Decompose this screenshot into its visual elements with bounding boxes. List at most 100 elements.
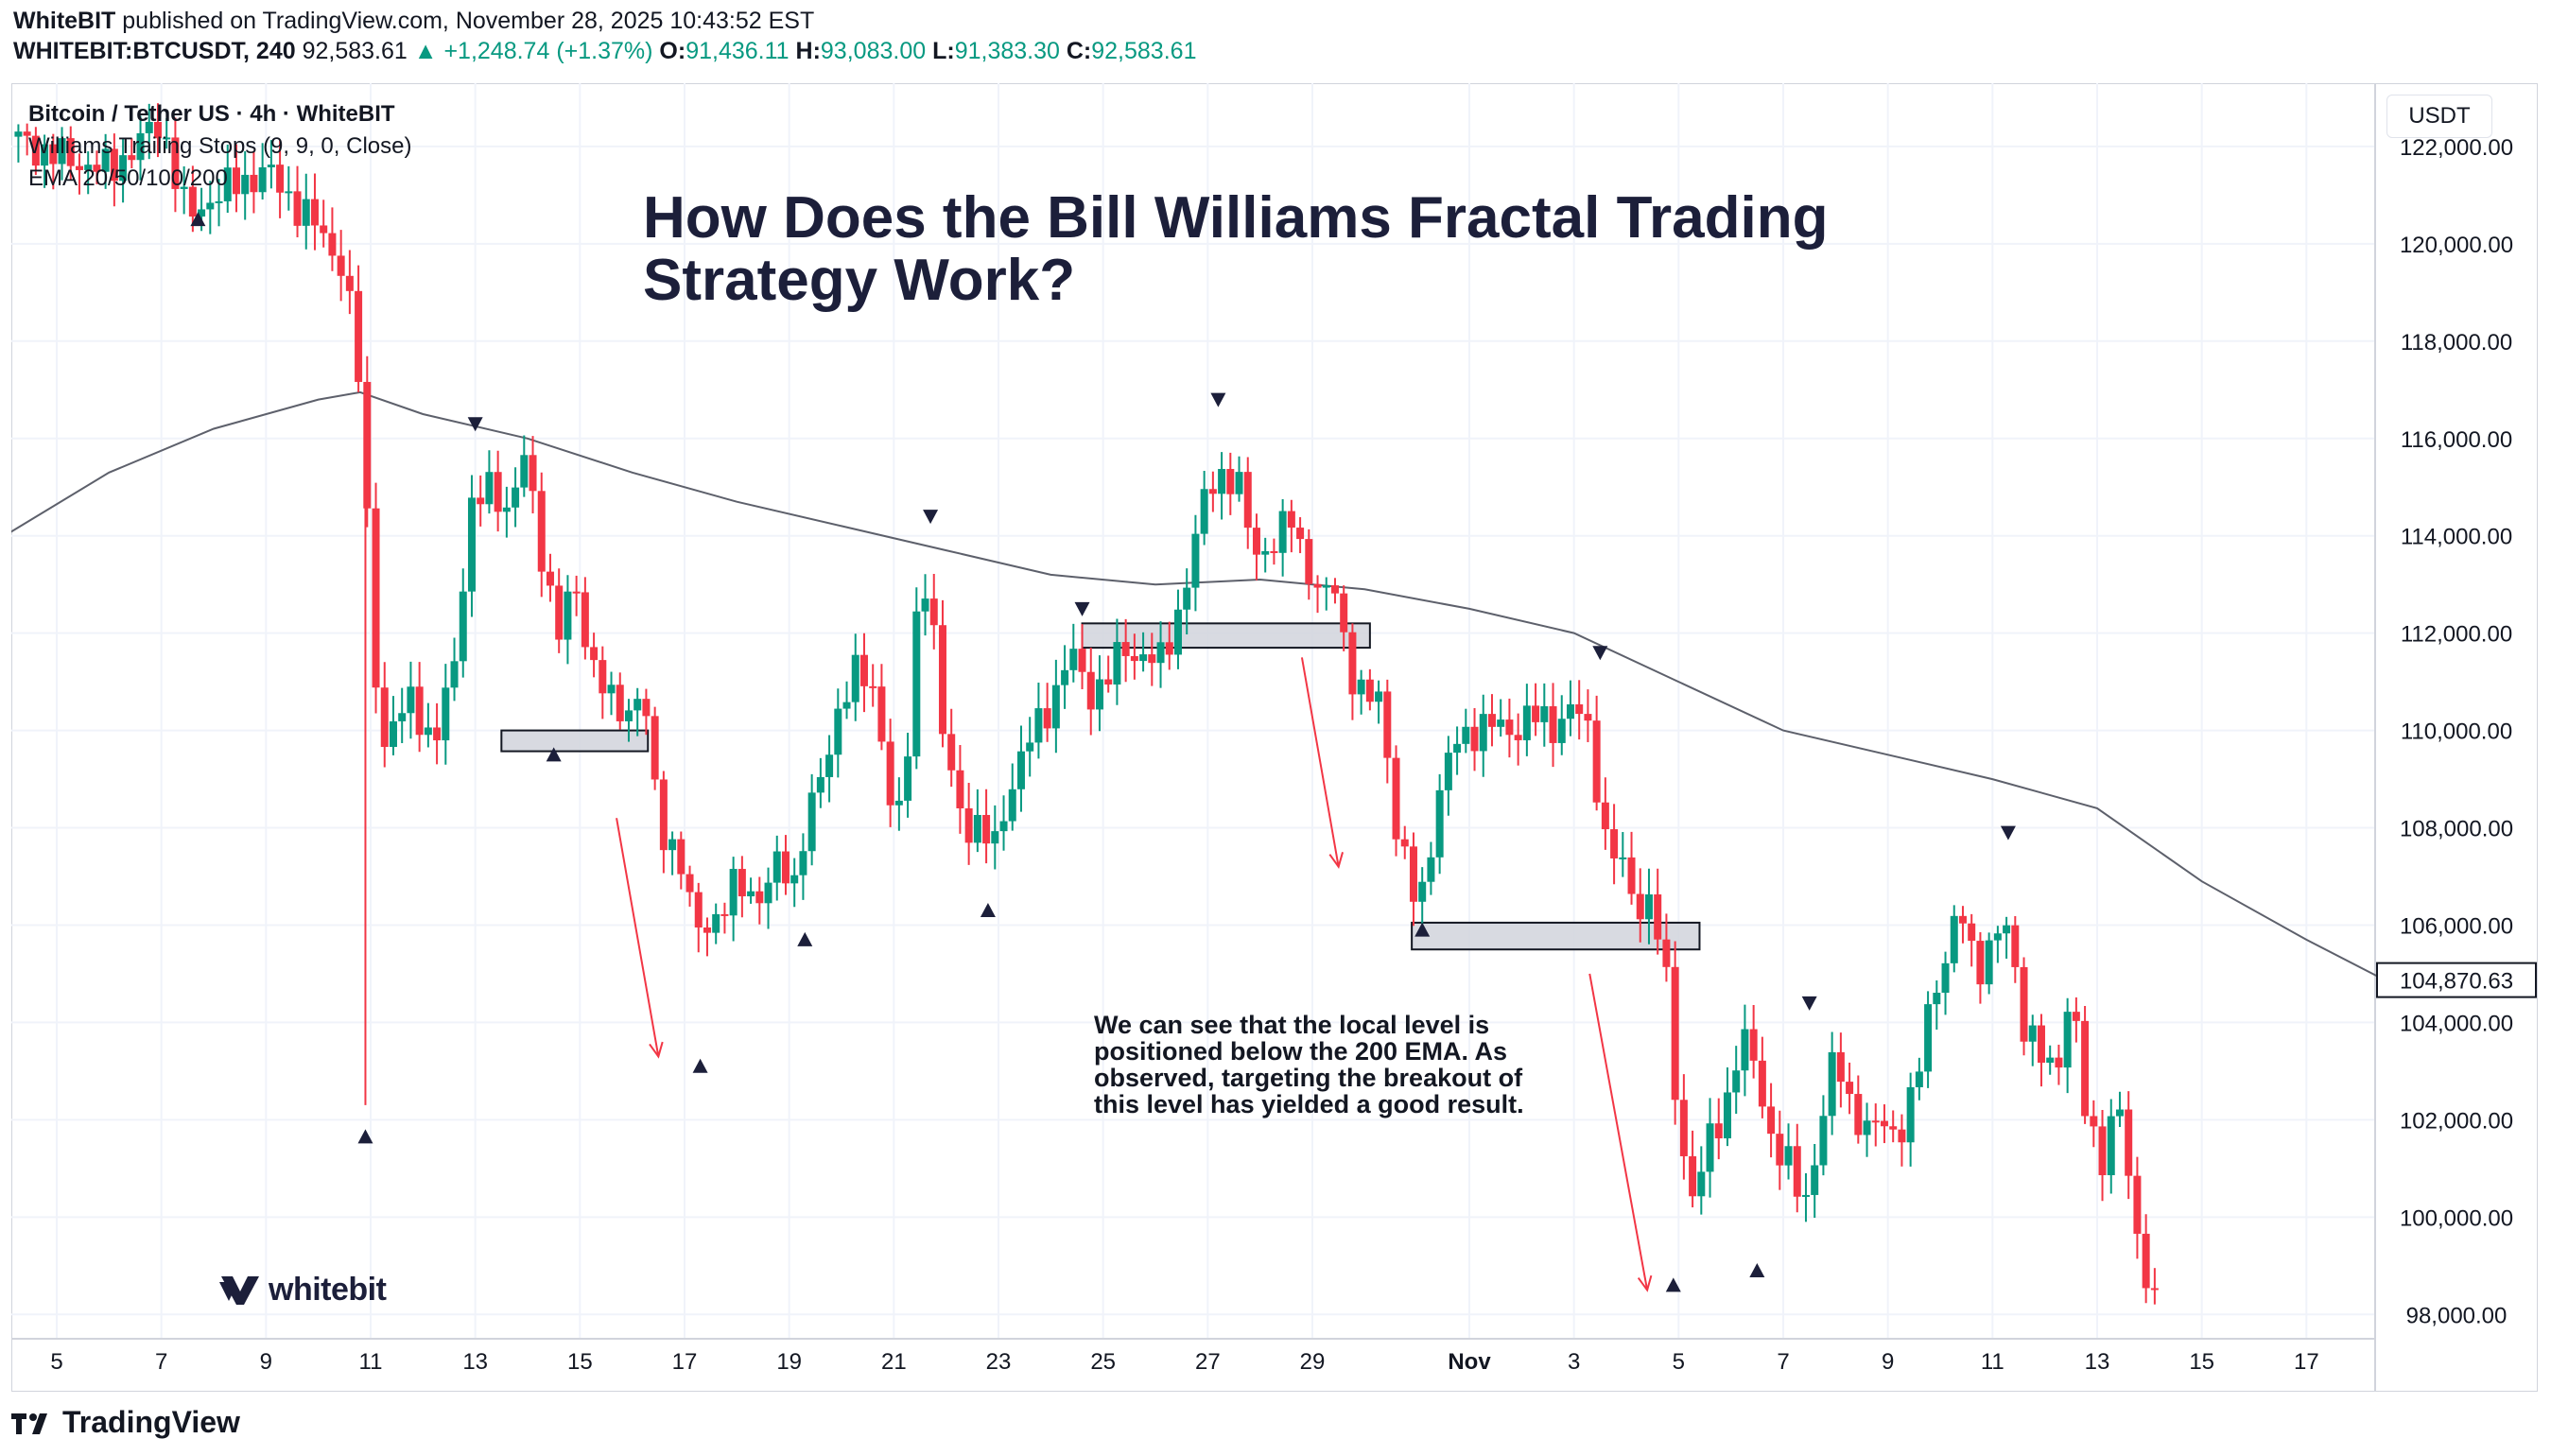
candle-body [502, 507, 511, 512]
price-chart[interactable]: 98,000.00 100,000.00 102,000.00 104,000.00 1… [11, 83, 2538, 1392]
candle-body [1592, 720, 1601, 803]
breakout-arrow-head [649, 1041, 664, 1059]
candle-body [372, 508, 380, 688]
candle-body [904, 756, 912, 801]
fractal-down-marker [1801, 996, 1817, 1011]
indicator-legend[interactable]: Bitcoin / Tether US · 4h · WhiteBIT Will… [28, 98, 411, 195]
level-box [1411, 921, 1701, 951]
candle-body [938, 625, 946, 735]
candle-body [2107, 1116, 2115, 1175]
candle-body [1819, 1116, 1828, 1166]
candle-body [398, 713, 407, 721]
price-tick-label: 120,000.00 [2400, 233, 2513, 258]
candle-body [2133, 1175, 2142, 1234]
candle-body [2003, 925, 2011, 934]
candle-body [1270, 551, 1278, 554]
candle-body [1208, 489, 1217, 494]
candle-body [1340, 593, 1348, 633]
candle-body [1200, 489, 1208, 534]
candle-body [337, 255, 345, 276]
low-value: 91,383.30 [954, 38, 1060, 64]
candle-body [633, 699, 642, 711]
candle-body [807, 792, 816, 852]
candle-body [1898, 1129, 1906, 1143]
level-boxes [500, 622, 1701, 951]
candle-body [581, 592, 589, 648]
candle-body [433, 727, 442, 741]
time-tick-label: 3 [1568, 1349, 1580, 1375]
price-tick-label: 102,000.00 [2400, 1108, 2513, 1134]
candle-body [1409, 846, 1417, 902]
published-text: published on TradingView.com, November 2… [122, 8, 815, 34]
candle-body [1061, 669, 1069, 685]
candle-body [1549, 705, 1557, 743]
candle-body [442, 687, 450, 741]
price-tick-label: 112,000.00 [2401, 622, 2512, 648]
time-tick-label: 13 [2085, 1349, 2110, 1375]
candle-body [459, 591, 467, 662]
low-label: L: [932, 38, 955, 64]
time-axis[interactable]: 5 7 9 11 13 15 17 19 21 23 25 27 29 Nov 3 5 7 9 11 13 15 17 [50, 1349, 2318, 1375]
candle-body [1836, 1051, 1845, 1083]
legend-symbol[interactable]: Bitcoin / Tether US · 4h · WhiteBIT [28, 101, 395, 127]
time-tick-label: 13 [462, 1349, 488, 1375]
candle-body [1252, 528, 1260, 555]
candle-body [982, 814, 991, 844]
candle-body [799, 851, 807, 875]
candle-body [163, 137, 171, 140]
legend-ema[interactable]: EMA 20/50/100/200 [28, 165, 228, 191]
time-tick-label: 5 [50, 1349, 62, 1375]
candle-body [555, 585, 564, 640]
time-tick-label: 7 [155, 1349, 167, 1375]
candle-body [956, 770, 964, 808]
high-value: 93,083.00 [820, 38, 927, 64]
candle-body [894, 800, 903, 806]
candle-body [1051, 685, 1060, 729]
time-tick-label: 21 [881, 1349, 907, 1375]
candle-body [685, 874, 694, 893]
candle-body [1226, 469, 1235, 494]
candle-body [232, 167, 240, 195]
candle-body [320, 225, 328, 234]
candle-body [1375, 691, 1383, 702]
candle-body [1218, 469, 1226, 494]
candle-body [772, 851, 781, 883]
time-tick-label: 15 [2189, 1349, 2214, 1375]
candle-body [1313, 583, 1322, 588]
candle-body [703, 927, 711, 933]
breakout-arrow-head [1328, 852, 1345, 869]
breakout-arrow-head [1637, 1274, 1653, 1292]
legend-williams[interactable]: Williams Trailing Stops (9, 9, 0, Close) [28, 133, 412, 159]
time-tick-label: Nov [1448, 1349, 1491, 1375]
candle-body [790, 875, 799, 884]
currency-button[interactable]: USDT [2386, 95, 2492, 138]
time-tick-label: 29 [1300, 1349, 1326, 1375]
fractal-up-marker [546, 747, 562, 762]
candle-body [188, 186, 197, 217]
tradingview-footer[interactable]: TradingView [11, 1405, 240, 1440]
fractal-up-marker [980, 903, 996, 918]
candle-body [1811, 1165, 1819, 1195]
candle-body [973, 814, 981, 843]
candle-body [101, 148, 110, 172]
candle-body [198, 209, 206, 217]
candle-body [1453, 743, 1462, 754]
candle-body [2125, 1109, 2133, 1176]
price-axis[interactable]: 98,000.00 100,000.00 102,000.00 104,000.00 1… [2400, 135, 2513, 1328]
candle-body [136, 132, 145, 161]
candle-body [1365, 679, 1374, 702]
candle-body [607, 685, 616, 694]
candle-body [999, 821, 1008, 832]
candle-body [842, 702, 851, 709]
candle-body [1601, 802, 1609, 830]
whitebit-wordmark: whitebit [269, 1272, 387, 1308]
candle-body [1575, 703, 1584, 715]
candle-body [93, 165, 101, 172]
candle-body [1034, 708, 1043, 743]
price-tick-label: 108,000.00 [2400, 817, 2513, 842]
candle-body [659, 779, 668, 851]
candle-body [599, 660, 607, 694]
candle-body [1348, 632, 1357, 695]
fractal-up-marker [1665, 1277, 1681, 1292]
candle-body [1113, 642, 1121, 685]
